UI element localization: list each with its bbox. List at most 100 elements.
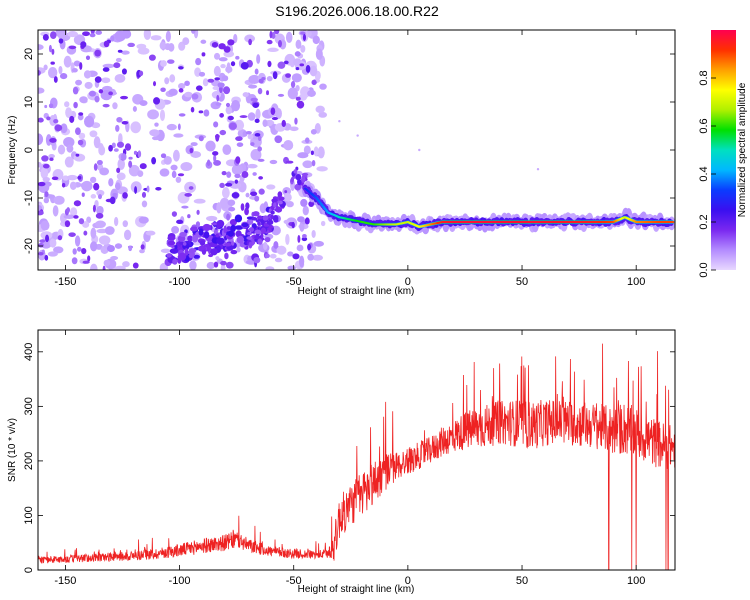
- heatmap-cell: [188, 248, 197, 253]
- heatmap-cell: [47, 251, 58, 257]
- heatmap-cell: [230, 224, 236, 233]
- heatmap-cell: [276, 245, 287, 255]
- heatmap-cell: [294, 117, 298, 125]
- heatmap-cell: [257, 87, 263, 95]
- heatmap-cell: [64, 156, 74, 168]
- heatmap-cell: [68, 45, 77, 50]
- heatmap-cell: [190, 151, 202, 158]
- x-tick-label: 50: [516, 276, 528, 288]
- heatmap-cell: [299, 63, 305, 67]
- heatmap-cell: [114, 30, 126, 42]
- heatmap-cell: [42, 176, 50, 182]
- heatmap-cell: [230, 249, 238, 255]
- heatmap-cell: [116, 141, 125, 148]
- heatmap-cell: [202, 78, 209, 87]
- heatmap-cell: [304, 217, 310, 225]
- heatmap-cell: [223, 86, 231, 95]
- heatmap-cell: [270, 107, 276, 115]
- heatmap-cell: [57, 235, 63, 241]
- heatmap-cell: [38, 162, 42, 168]
- heatmap-cell: [78, 218, 85, 225]
- heatmap-cell: [257, 135, 262, 141]
- heatmap-cell: [128, 245, 133, 252]
- heatmap-cell: [111, 142, 116, 149]
- heatmap-cell: [84, 81, 93, 89]
- heatmap-cell: [242, 92, 249, 98]
- heatmap-cell: [39, 239, 46, 243]
- heatmap-cell: [160, 87, 166, 92]
- heatmap-cell: [200, 39, 207, 44]
- heatmap-cell: [54, 124, 63, 132]
- heatmap-x-label: Height of straight line (km): [298, 286, 415, 297]
- heatmap-cell: [193, 198, 206, 204]
- heatmap-cell: [71, 257, 78, 265]
- heatmap-cell: [302, 33, 307, 42]
- heatmap-cell: [290, 176, 295, 183]
- heatmap-cell: [231, 240, 235, 246]
- heatmap-cell: [301, 172, 309, 177]
- heatmap-cell: [536, 168, 540, 171]
- snr-y-axis: 0 100 200 300 400: [23, 343, 675, 573]
- heatmap-cell: [43, 197, 50, 204]
- heatmap-cell: [49, 31, 57, 40]
- heatmap-cell: [49, 157, 54, 161]
- heatmap-cell: [112, 102, 118, 110]
- colorbar-label: Normalized spectral amplitude: [737, 82, 748, 217]
- heatmap-cell: [219, 129, 227, 136]
- heatmap-cell: [95, 30, 103, 35]
- heatmap-cell: [145, 230, 156, 236]
- heatmap-cell: [297, 216, 305, 223]
- heatmap-cell: [184, 80, 190, 86]
- heatmap-cell: [236, 247, 241, 253]
- heatmap-cell: [184, 192, 192, 197]
- heatmap-cell: [261, 77, 266, 81]
- heatmap-cell: [219, 113, 224, 118]
- heatmap-cell: [164, 77, 170, 85]
- heatmap-cell: [275, 206, 283, 213]
- heatmap-cell: [252, 102, 259, 108]
- heatmap-cell: [173, 133, 184, 138]
- heatmap-cell: [320, 220, 326, 227]
- heatmap-cell: [246, 232, 253, 236]
- heatmap-cell: [216, 219, 225, 228]
- heatmap-cell: [221, 170, 227, 176]
- heatmap-cell: [268, 225, 274, 229]
- heatmap-cell: [110, 256, 119, 261]
- heatmap-cell: [40, 220, 50, 231]
- heatmap-cell: [53, 76, 58, 83]
- heatmap-cell: [227, 230, 234, 237]
- heatmap-cell: [239, 115, 248, 118]
- heatmap-cell: [163, 156, 172, 165]
- heatmap-cell: [250, 142, 255, 147]
- heatmap-cell: [217, 82, 225, 88]
- heatmap-cell: [178, 66, 184, 70]
- heatmap-cell: [210, 248, 218, 256]
- heatmap-cell: [178, 88, 184, 93]
- heatmap-cell: [63, 55, 72, 68]
- heatmap-cell: [310, 129, 317, 135]
- heatmap-cell: [269, 159, 278, 165]
- y-tick-label: 20: [23, 48, 35, 60]
- heatmap-cell: [38, 117, 44, 123]
- heatmap-cell: [81, 180, 93, 192]
- heatmap-cell: [297, 178, 302, 186]
- heatmap-cell: [98, 89, 104, 94]
- heatmap-cell: [211, 41, 219, 48]
- heatmap-cell: [222, 144, 232, 156]
- heatmap-cell: [160, 248, 171, 254]
- heatmap-cell: [273, 202, 277, 208]
- heatmap-cell: [281, 119, 286, 127]
- heatmap-cell: [128, 160, 133, 168]
- heatmap-cell: [104, 226, 115, 235]
- heatmap-cell: [120, 95, 128, 100]
- heatmap-cell: [225, 102, 231, 108]
- heatmap-cell: [305, 65, 311, 73]
- heatmap-cell: [283, 60, 289, 65]
- heatmap-cell: [205, 215, 218, 222]
- heatmap-cell: [70, 207, 78, 217]
- heatmap-cell: [38, 242, 44, 248]
- heatmap-cell: [253, 256, 261, 264]
- heatmap-cell: [269, 253, 277, 259]
- heatmap-cell: [121, 153, 127, 161]
